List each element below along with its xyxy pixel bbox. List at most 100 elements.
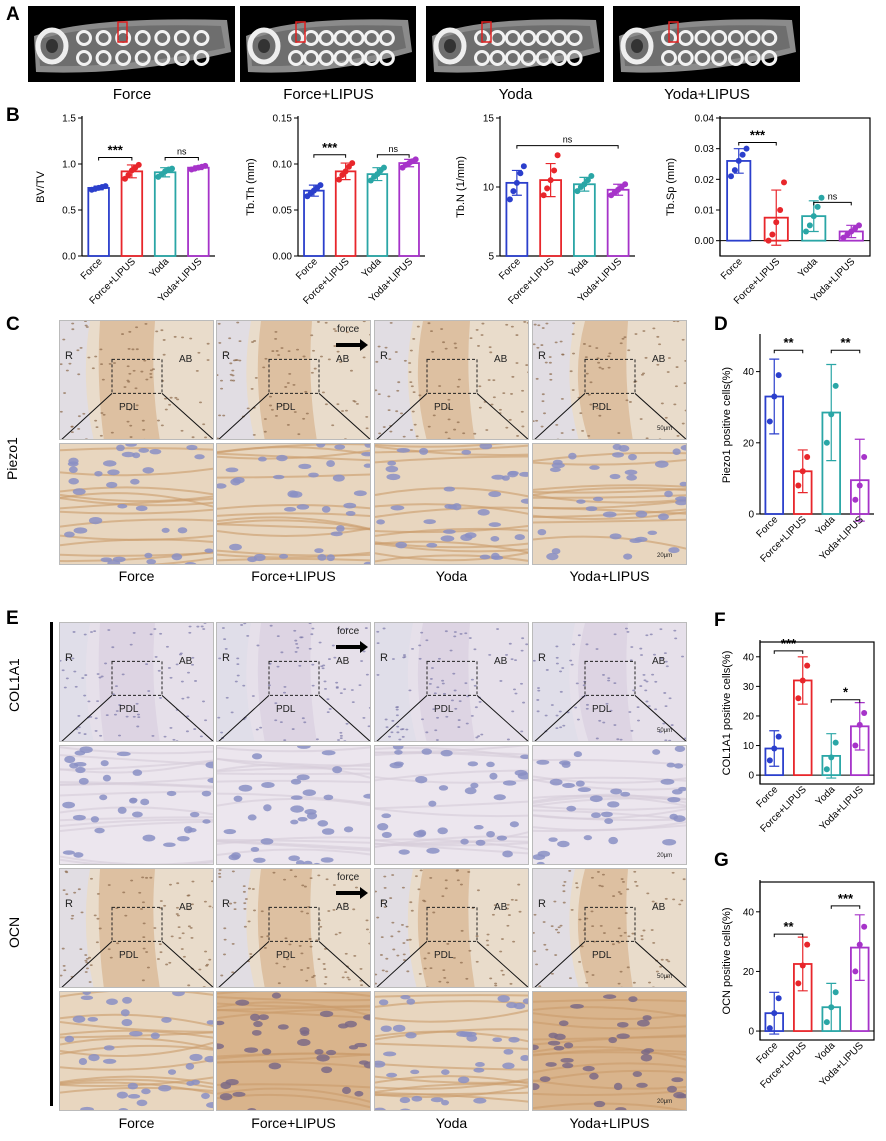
row-label-col1a1: COL1A1 bbox=[6, 658, 22, 712]
zoom-line bbox=[634, 941, 686, 987]
significance-bracket bbox=[98, 157, 133, 161]
data-point bbox=[622, 181, 629, 188]
histology-zoom bbox=[216, 443, 371, 565]
roi-box bbox=[268, 660, 320, 696]
histology-zoom bbox=[374, 443, 529, 565]
data-point bbox=[852, 968, 859, 975]
zoom-line bbox=[61, 941, 113, 987]
data-point bbox=[775, 372, 782, 379]
scale-bar-label: 50μm bbox=[657, 974, 673, 980]
ab-label: AB bbox=[494, 902, 508, 913]
data-point bbox=[832, 989, 839, 996]
histology-overview bbox=[374, 320, 529, 440]
scale-bar-label: 20μm bbox=[657, 853, 673, 859]
scale-bar-label: 20μm bbox=[657, 1099, 673, 1105]
x-tick-label: Yoda bbox=[567, 256, 591, 280]
data-point bbox=[861, 454, 868, 461]
group-caption: Yoda+LIPUS bbox=[569, 568, 650, 584]
significance-label: ns bbox=[388, 144, 398, 154]
group-caption: Force+LIPUS bbox=[251, 568, 336, 584]
y-axis-label: Tb.Th (mm) bbox=[245, 158, 257, 215]
roi-box bbox=[426, 906, 478, 942]
bar bbox=[87, 187, 110, 257]
group-caption: Yoda bbox=[435, 568, 468, 584]
significance-bracket bbox=[164, 157, 199, 161]
plot-frame bbox=[719, 117, 871, 257]
pdl-label: PDL bbox=[276, 401, 296, 413]
significance-bracket bbox=[773, 650, 804, 654]
panel-label-a: A bbox=[6, 4, 20, 25]
data-point bbox=[771, 393, 778, 400]
error-bar bbox=[854, 438, 865, 522]
x-tick-label: Force bbox=[294, 256, 320, 282]
significance-bracket bbox=[813, 201, 852, 206]
data-point bbox=[202, 162, 209, 169]
y-tick-label: 0.5 bbox=[62, 206, 76, 217]
x-tick-label: Yoda bbox=[814, 514, 838, 538]
data-point bbox=[412, 156, 419, 163]
significance-label: ** bbox=[783, 919, 794, 934]
data-point bbox=[810, 213, 817, 220]
y-tick-label: 0.00 bbox=[695, 236, 715, 247]
data-point bbox=[510, 188, 517, 195]
y-tick-label: 0.15 bbox=[273, 114, 293, 125]
force-arrow bbox=[336, 641, 368, 653]
zoom-line bbox=[376, 695, 428, 741]
y-tick-label: 1.5 bbox=[62, 114, 76, 125]
histology-zoom bbox=[216, 991, 371, 1111]
data-point bbox=[125, 172, 132, 179]
root-label: R bbox=[222, 652, 230, 664]
zoom-line bbox=[318, 393, 370, 439]
root-label: R bbox=[538, 898, 546, 910]
force-label: force bbox=[337, 626, 360, 637]
zoom-line bbox=[376, 393, 428, 439]
y-tick-label: 0.04 bbox=[695, 114, 715, 125]
root-label: R bbox=[538, 350, 546, 362]
root-label: R bbox=[222, 898, 230, 910]
bar bbox=[334, 170, 357, 257]
data-point bbox=[728, 173, 734, 180]
x-tick-label: Force bbox=[755, 1040, 781, 1066]
x-tick-label: Yoda bbox=[360, 256, 384, 280]
data-point bbox=[349, 160, 356, 167]
x-tick-label: Yoda bbox=[796, 256, 820, 280]
group-caption: Force bbox=[118, 1115, 155, 1131]
y-tick-label: 1.0 bbox=[62, 160, 76, 171]
pdl-label: PDL bbox=[119, 949, 139, 961]
histology-overview bbox=[216, 622, 371, 742]
significance-label: * bbox=[843, 685, 849, 700]
data-point bbox=[584, 177, 591, 184]
data-point bbox=[731, 167, 738, 174]
significance-label: *** bbox=[838, 891, 854, 906]
significance-label: *** bbox=[322, 140, 338, 155]
y-axis-label: Piezo1 positive cells(%) bbox=[721, 367, 733, 483]
group-caption: Force+LIPUS bbox=[251, 1115, 336, 1131]
pdl-label: PDL bbox=[592, 401, 612, 413]
data-point bbox=[135, 161, 142, 168]
root-label: R bbox=[380, 898, 388, 910]
y-tick-label: 0 bbox=[748, 1027, 754, 1038]
x-tick-label: Yoda bbox=[148, 256, 172, 280]
histology-overview bbox=[532, 868, 687, 988]
significance-label: ns bbox=[563, 135, 573, 145]
roi-box bbox=[426, 358, 478, 394]
pdl-label: PDL bbox=[434, 949, 454, 961]
pdl-label: PDL bbox=[434, 401, 454, 413]
x-tick-label: Force bbox=[79, 256, 105, 282]
y-tick-label: 0 bbox=[748, 771, 754, 782]
significance-bracket bbox=[830, 349, 861, 354]
histology-zoom bbox=[532, 443, 687, 565]
row-label-ocn: OCN bbox=[6, 916, 22, 948]
pdl-label: PDL bbox=[276, 949, 296, 961]
data-point bbox=[775, 995, 782, 1002]
data-point bbox=[540, 192, 547, 199]
y-axis-label: OCN positive cells(%) bbox=[721, 908, 733, 1015]
data-point bbox=[547, 177, 554, 184]
y-tick-label: 20 bbox=[743, 967, 755, 978]
root-label: R bbox=[65, 652, 73, 664]
data-point bbox=[544, 185, 551, 192]
data-point bbox=[823, 766, 830, 773]
zoom-line bbox=[318, 695, 370, 741]
